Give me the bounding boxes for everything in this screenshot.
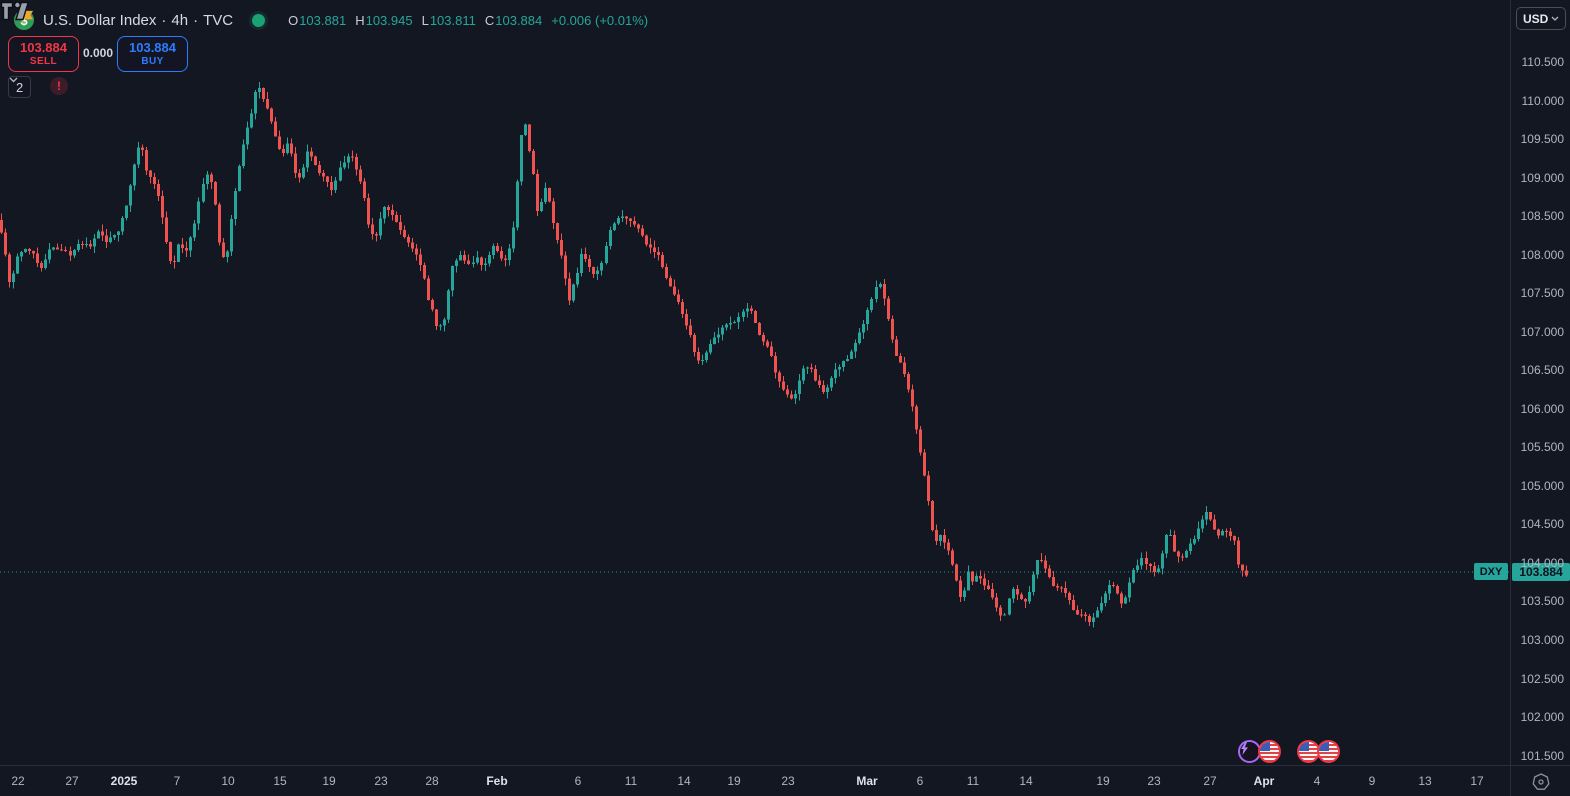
axis-settings-button[interactable] (1531, 772, 1551, 792)
ohlc-values: O 103.881 H 103.945 L 103.811 C 103.884 +0.0… (288, 13, 648, 28)
time-tick-label: 23 (374, 774, 388, 788)
open-value: 103.881 (299, 12, 347, 28)
price-tick-label: 109.500 (1520, 132, 1564, 147)
chevron-down-icon (9, 77, 18, 83)
flag-canton (1260, 742, 1270, 751)
collapse-count: 2 (16, 79, 24, 95)
separator: · (161, 11, 167, 29)
close-value: 103.884 (495, 12, 543, 28)
low-value: 103.811 (429, 12, 476, 28)
symbol-name: U.S. Dollar Index (43, 11, 157, 29)
time-tick-label: 19 (1096, 774, 1110, 788)
collapse-legend-button[interactable]: 2 (8, 76, 32, 98)
time-tick-label: 6 (916, 774, 924, 788)
flag-canton (1319, 742, 1329, 751)
price-tick-label: 105.000 (1520, 478, 1564, 493)
currency-value: USD (1523, 11, 1549, 26)
low-label: L (421, 12, 429, 28)
symbol-legend: $ U.S. Dollar Index · 4h · TVC O 103.881 … (14, 9, 648, 31)
price-tick-label: 103.500 (1520, 594, 1564, 609)
time-tick-label: 13 (1418, 774, 1432, 788)
time-tick-label: 11 (966, 774, 980, 788)
price-tick-label: 103.000 (1520, 633, 1564, 648)
price-tick-label: 110.500 (1521, 55, 1565, 69)
time-tick-label: 11 (624, 774, 638, 788)
time-tick-label: 23 (781, 774, 795, 788)
price-tick-label: 109.000 (1520, 170, 1564, 185)
buy-button[interactable]: 103.884 BUY (117, 36, 188, 72)
exchange-name: TVC (203, 11, 234, 29)
chevron-down-icon (1551, 16, 1559, 21)
us-flag-event-icon[interactable] (1258, 740, 1281, 763)
time-tick-label: Apr (1253, 774, 1275, 788)
separator: · (193, 11, 199, 29)
time-tick-label: 28 (425, 774, 439, 788)
price-tick-label: 101.500 (1520, 748, 1564, 763)
change-value: +0.006 (+0.01%) (551, 12, 649, 28)
price-tick-label: 102.000 (1520, 710, 1564, 725)
spread-value: 0.000 (82, 46, 114, 60)
price-tick-label: 106.000 (1520, 401, 1564, 416)
price-tick-label: 108.000 (1520, 247, 1564, 262)
time-tick-label: Mar (856, 774, 878, 788)
price-tick-label: 106.500 (1520, 363, 1564, 378)
currency-dropdown[interactable]: USD (1516, 7, 1566, 30)
price-tick-label: 107.500 (1520, 286, 1564, 301)
chart-canvas[interactable]: $ U.S. Dollar Index · 4h · TVC O 103.881 … (0, 0, 1510, 765)
time-tick-label: Feb (486, 774, 508, 788)
high-value: 103.945 (365, 12, 413, 28)
price-tick-label: 102.500 (1520, 671, 1564, 686)
gear-icon (1532, 772, 1550, 790)
time-axis[interactable]: 22 27 2025 7 10 15 19 23 28 Feb 6 11 14 19 23 Mar 6 11 14 1… (0, 765, 1510, 796)
sell-price: 103.884 (20, 39, 67, 55)
current-price-label: 103.884 (1512, 562, 1570, 581)
time-tick-label: 14 (677, 774, 691, 788)
time-tick-label: 6 (574, 774, 582, 788)
price-tick-label: 110.000 (1521, 93, 1565, 108)
sell-button[interactable]: 103.884 SELL (8, 36, 79, 72)
time-tick-label: 19 (322, 774, 336, 788)
symbol-title[interactable]: U.S. Dollar Index · 4h · TVC (43, 12, 233, 29)
price-tick-label: 104.000 (1520, 555, 1564, 570)
time-tick-label: 2025 (110, 774, 138, 788)
close-label: C (484, 12, 495, 28)
lightning-icon (1241, 742, 1248, 755)
buy-label: BUY (141, 55, 164, 67)
time-tick-label: 27 (1203, 774, 1217, 788)
buy-price: 103.884 (129, 39, 176, 55)
time-tick-label: 23 (1147, 774, 1161, 788)
symbol-price-tag[interactable]: DXY (1474, 563, 1508, 581)
high-label: H (355, 12, 365, 28)
time-tick-label: 27 (65, 774, 79, 788)
sell-label: SELL (29, 55, 58, 67)
time-tick-label: 15 (273, 774, 287, 788)
time-tick-label: 17 (1470, 774, 1484, 788)
event-markers (1238, 740, 1340, 763)
time-tick-label: 10 (221, 774, 235, 788)
interval-value[interactable]: 4h (171, 11, 189, 29)
price-axis[interactable]: USD 103.884 110.500 110.000 109.500 109.000… (1510, 0, 1570, 765)
time-tick-label: 7 (173, 774, 181, 788)
warning-icon[interactable]: ! (50, 77, 68, 95)
time-tick-label: 14 (1019, 774, 1033, 788)
axis-corner (1510, 765, 1570, 796)
price-tick-label: 105.500 (1520, 440, 1564, 455)
time-tick-label: 19 (727, 774, 741, 788)
candlestick-chart (0, 81, 1510, 628)
flag-canton (1299, 742, 1309, 751)
time-tick-label: 4 (1313, 774, 1321, 788)
time-tick-label: 22 (11, 774, 25, 788)
time-tick-label: 9 (1368, 774, 1376, 788)
price-tick-label: 104.500 (1520, 517, 1564, 532)
price-tick-label: 107.000 (1520, 324, 1564, 339)
market-status-icon[interactable] (252, 13, 266, 27)
tradingview-logo[interactable] (0, 0, 30, 22)
price-tick-label: 108.500 (1520, 209, 1564, 224)
open-label: O (288, 12, 299, 28)
us-flag-event-icon[interactable] (1317, 740, 1340, 763)
